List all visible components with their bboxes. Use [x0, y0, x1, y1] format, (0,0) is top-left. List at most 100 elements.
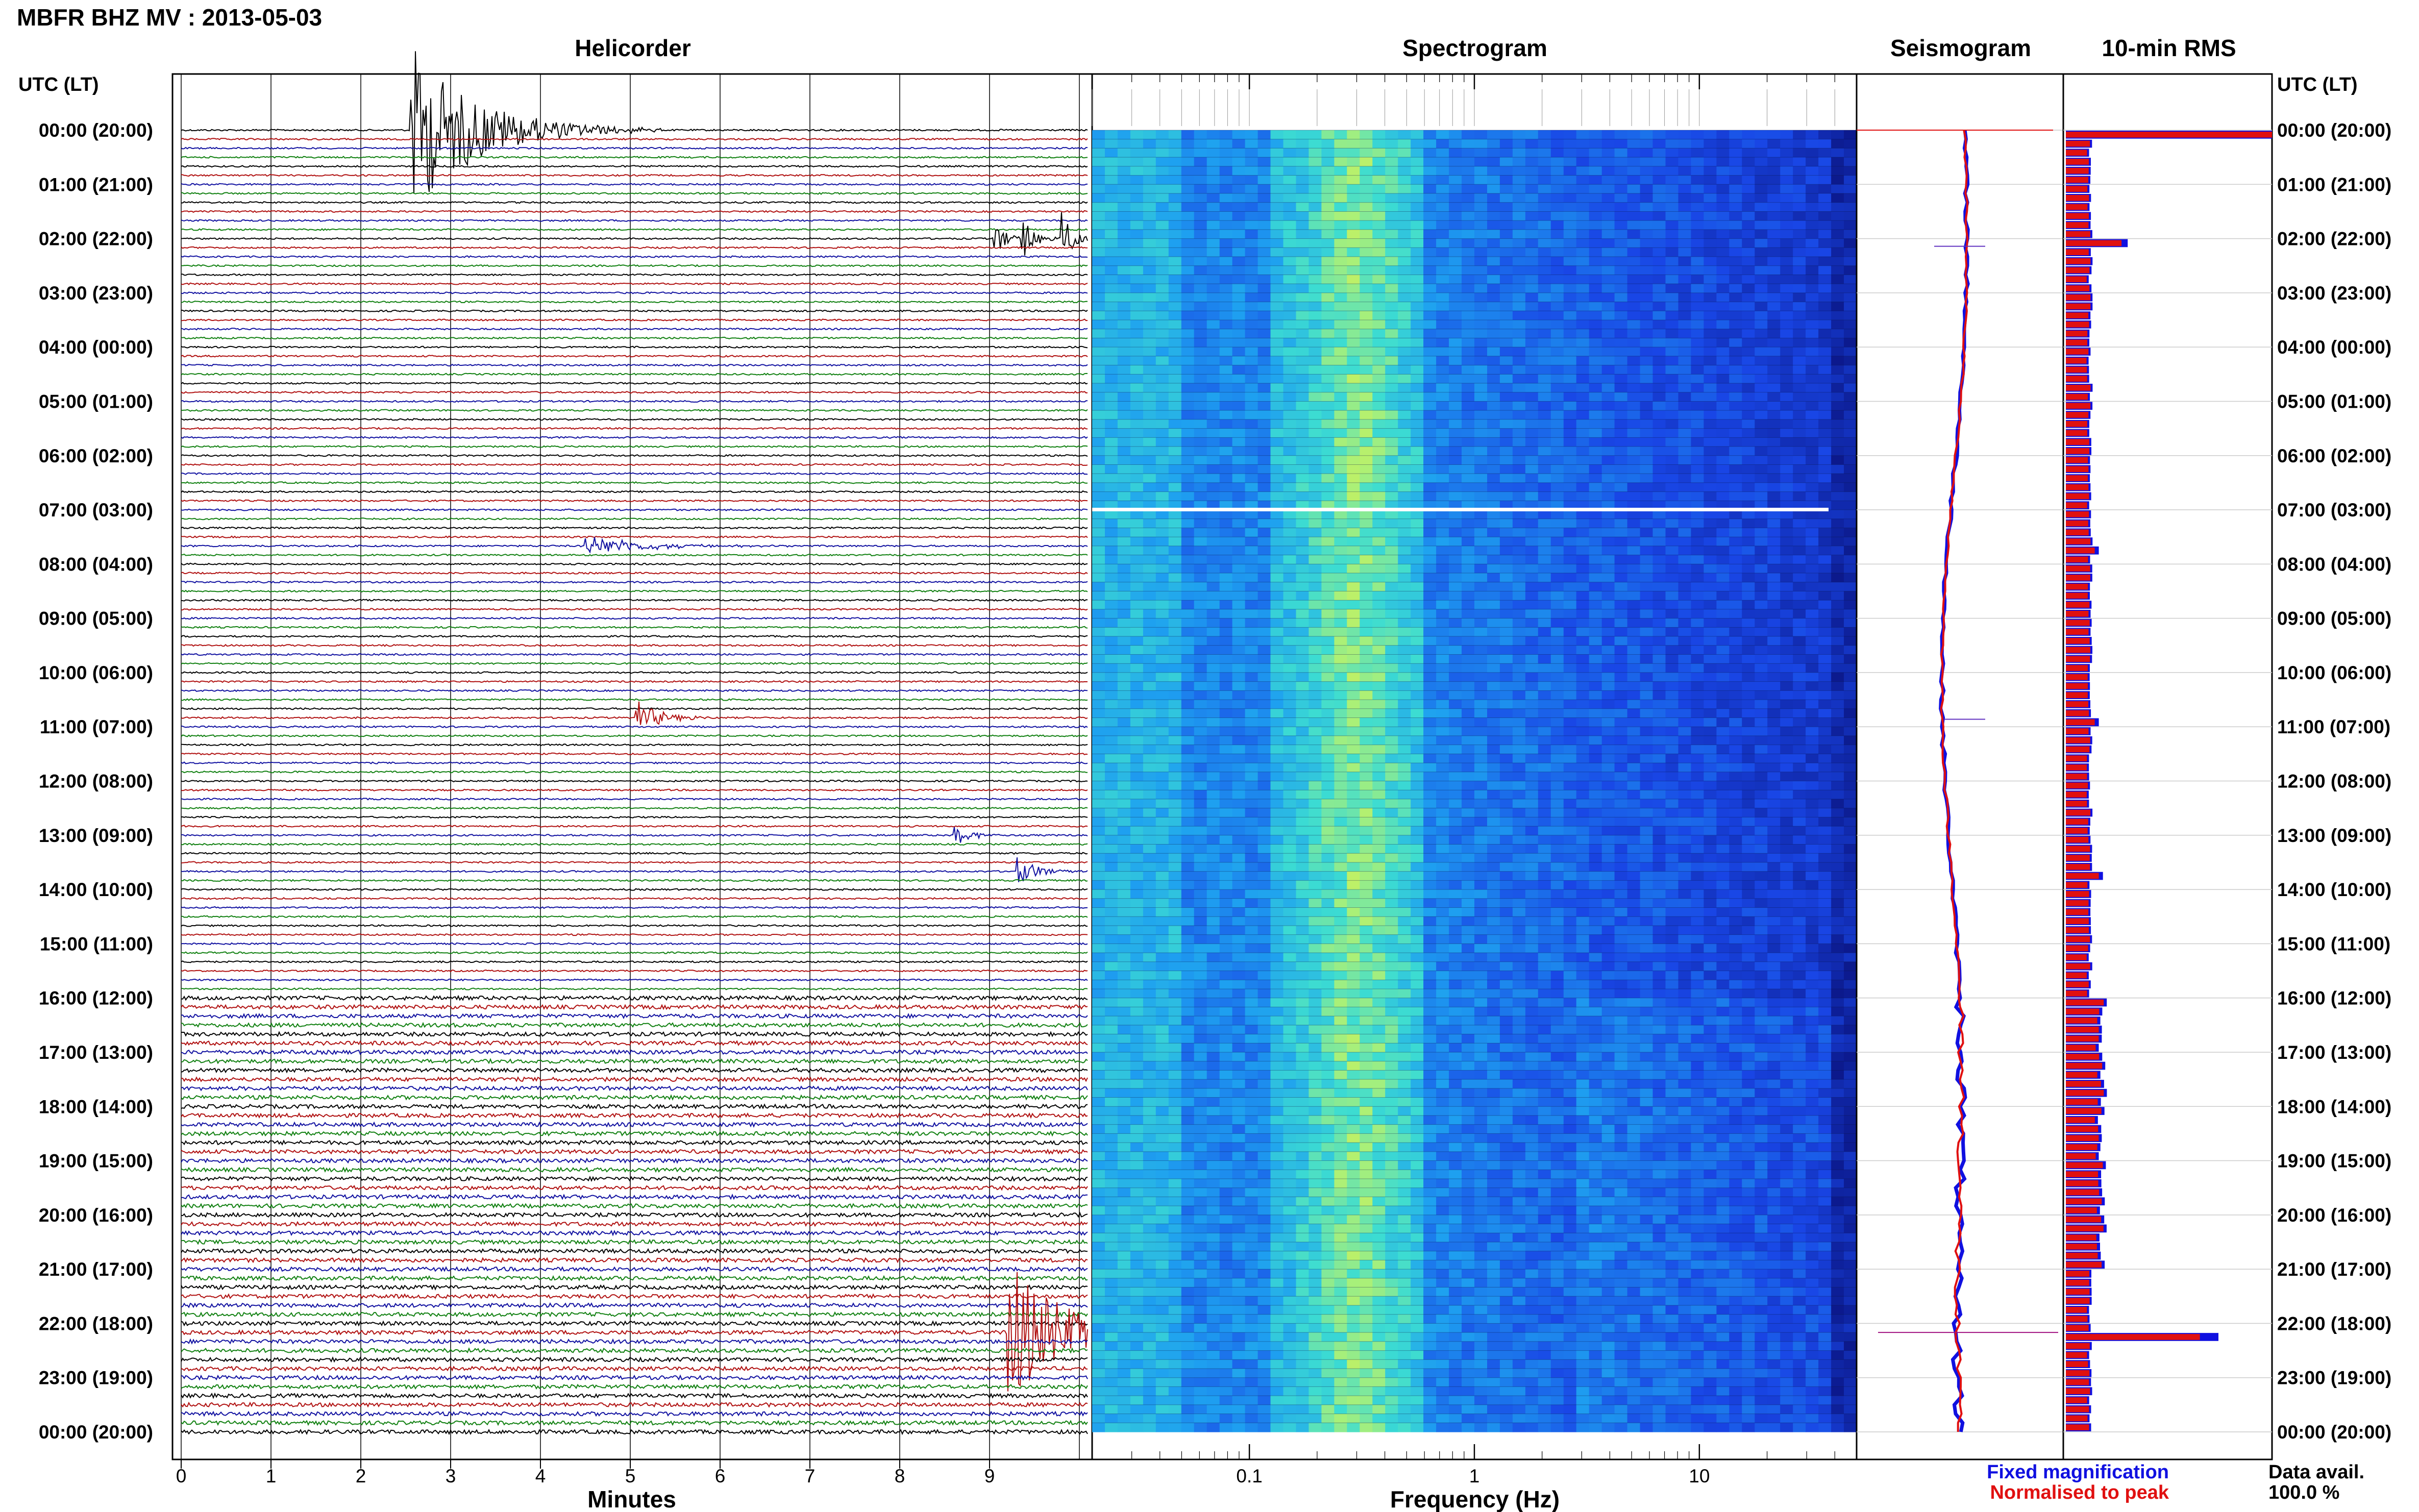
spectrogram-cell [1411, 817, 1424, 827]
spectrogram-cell [1360, 763, 1373, 773]
helicorder-trace [181, 1266, 1088, 1273]
spectrogram-cell [1436, 591, 1449, 601]
spectrogram-cell [1296, 193, 1310, 203]
spectrogram-cell [1844, 717, 1857, 727]
spectrogram-cell [1462, 247, 1475, 257]
spectrogram-cell [1168, 491, 1182, 501]
spectrogram-cell [1105, 618, 1118, 628]
spectrogram-cell [1499, 374, 1513, 384]
spectrogram-cell [1767, 202, 1781, 212]
spectrogram-cell [1117, 790, 1131, 800]
spectrogram-cell [1793, 717, 1806, 727]
spectrogram-cell [1168, 663, 1182, 673]
spectrogram-cell [1436, 491, 1449, 501]
spectrogram-cell [1831, 320, 1844, 330]
spectrogram-cell [1092, 447, 1105, 456]
helicorder-title: Helicorder [575, 35, 691, 61]
spectrogram-cell [1550, 501, 1564, 510]
spectrogram-cell [1576, 238, 1590, 248]
helicorder-trace [181, 212, 1088, 256]
spectrogram-cell [1181, 690, 1195, 700]
spectrogram-cell [1398, 491, 1411, 501]
spectrogram-cell [1321, 754, 1335, 763]
spectrogram-cell [1398, 211, 1411, 221]
spectrogram-cell [1206, 374, 1220, 384]
spectrogram-cell [1296, 474, 1310, 483]
spectrogram-cell [1232, 338, 1246, 348]
helicorder-trace [181, 1148, 1088, 1155]
spectrogram-cell [1143, 229, 1156, 239]
spectrogram-cell [1844, 591, 1857, 601]
spectrogram-cell [1347, 700, 1360, 709]
spectrogram-cell [1194, 763, 1207, 773]
spectrogram-cell [1105, 663, 1118, 673]
spectrogram-cell [1614, 654, 1628, 664]
spectrogram-cell [1589, 772, 1602, 782]
spectrogram-cell [1474, 555, 1488, 564]
spectrogram-cell [1309, 708, 1322, 718]
spectrogram-cell [1818, 275, 1832, 284]
spectrogram-cell [1563, 654, 1577, 664]
spectrogram-cell [1194, 292, 1207, 303]
spectrogram-cell [1334, 193, 1347, 203]
spectrogram-cell [1576, 166, 1590, 176]
spectrogram-cell [1550, 717, 1564, 727]
spectrogram-cell [1206, 365, 1220, 375]
spectrogram-cell [1767, 564, 1781, 574]
spectrogram-cell [1117, 491, 1131, 501]
spectrogram-cell [1245, 654, 1258, 664]
spectrogram-cell [1755, 636, 1768, 646]
time-label-left: 20:00 (16:00) [39, 1205, 153, 1226]
spectrogram-cell [1321, 781, 1335, 790]
spectrogram-cell [1181, 618, 1195, 628]
spectrogram-cell [1309, 257, 1322, 266]
spectrogram-cell [1831, 763, 1844, 773]
spectrogram-cell [1372, 555, 1386, 564]
spectrogram-cell [1691, 356, 1704, 366]
spectrogram-cell [1232, 772, 1246, 782]
spectrogram-cell [1563, 564, 1577, 574]
spectrogram-cell [1563, 410, 1577, 420]
spectrogram-cell [1462, 826, 1475, 836]
spectrogram-cell [1818, 482, 1832, 492]
spectrogram-cell [1525, 735, 1539, 746]
spectrogram-cell [1512, 238, 1526, 248]
spectrogram-cell [1652, 609, 1666, 619]
spectrogram-cell [1385, 202, 1398, 212]
spectrogram-cell [1601, 700, 1615, 709]
spectrogram-cell [1793, 347, 1806, 357]
spectrogram-cell [1704, 681, 1717, 691]
helicorder-trace [181, 562, 1088, 566]
spectrogram-cell [1767, 311, 1781, 320]
spectrogram-cell [1831, 717, 1844, 727]
spectrogram-cell [1729, 365, 1742, 375]
spectrogram-cell [1219, 184, 1233, 194]
spectrogram-cell [1270, 383, 1284, 393]
spectrogram-cell [1818, 763, 1832, 773]
spectrogram-cell [1245, 681, 1258, 691]
spectrogram-cell [1589, 130, 1602, 140]
spectrogram-cell [1347, 238, 1360, 248]
spectrogram-cell [1601, 265, 1615, 275]
spectrogram-cell [1627, 591, 1641, 601]
spectrogram-cell [1576, 555, 1590, 564]
spectrogram-cell [1589, 284, 1602, 293]
spectrogram-cell [1704, 690, 1717, 700]
spectrogram-cell [1283, 356, 1297, 366]
spectrogram-cell [1168, 392, 1182, 402]
spectrogram-cell [1334, 745, 1347, 754]
spectrogram-cell [1206, 491, 1220, 501]
spectrogram-cell [1627, 690, 1641, 700]
spectrogram-cell [1704, 464, 1717, 474]
spectrogram-cell [1525, 690, 1539, 700]
spectrogram-cell [1385, 609, 1398, 619]
spectrogram-cell [1665, 564, 1679, 574]
spectrogram-cell [1550, 419, 1564, 429]
spectrogram-cell [1372, 365, 1386, 375]
spectrogram-cell [1665, 247, 1679, 257]
spectrogram-cell [1143, 582, 1156, 592]
spectrogram-cell [1462, 654, 1475, 664]
spectrogram-cell [1678, 392, 1692, 402]
spectrogram-cell [1487, 510, 1500, 519]
spectrogram-cell [1155, 627, 1169, 637]
